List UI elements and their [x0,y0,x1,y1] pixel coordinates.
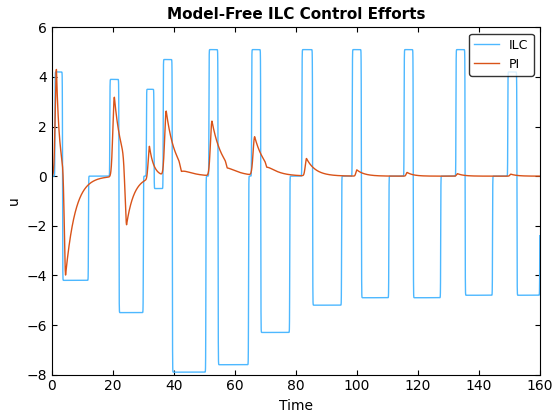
Title: Model-Free ILC Control Efforts: Model-Free ILC Control Efforts [166,7,425,22]
X-axis label: Time: Time [279,399,313,413]
Line: ILC: ILC [52,50,540,372]
PI [452,173,459,178]
Legend: ILC, PI: ILC, PI [469,34,534,76]
PI [341,173,348,178]
PI [350,173,357,178]
PI [469,173,476,178]
ILC [198,370,205,375]
ILC [536,233,543,238]
ILC [452,169,459,174]
ILC [341,173,348,178]
PI [417,173,424,178]
PI [62,273,69,278]
PI [198,172,205,177]
ILC [417,295,424,300]
ILC [49,173,55,178]
ILC [469,293,476,298]
ILC [209,47,216,52]
Line: PI: PI [52,69,540,275]
Y-axis label: u: u [7,197,21,205]
ILC [172,370,179,375]
ILC [350,47,357,52]
PI [49,173,55,178]
PI [536,173,543,178]
PI [53,67,60,72]
